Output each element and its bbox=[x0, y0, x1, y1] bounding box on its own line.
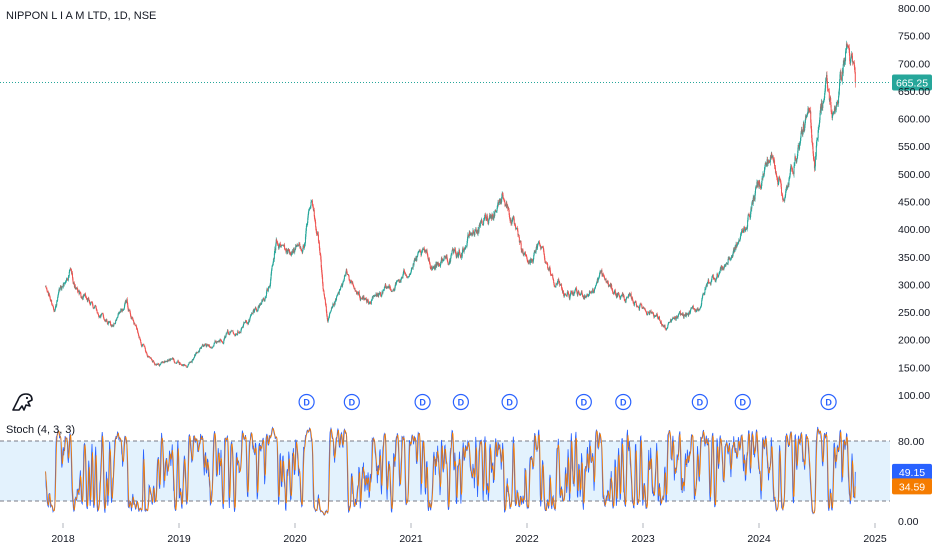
dividend-marker-icon[interactable]: D bbox=[453, 395, 468, 410]
x-tick-label: 2018 bbox=[51, 533, 75, 545]
stoch-y-tick-label: 0.00 bbox=[898, 516, 919, 528]
stoch-y-tick-label: 80.00 bbox=[898, 436, 924, 448]
candle bbox=[77, 287, 78, 294]
x-tick-label: 2023 bbox=[631, 533, 655, 545]
stoch-d-label: 34.59 bbox=[899, 481, 925, 493]
x-tick-label: 2024 bbox=[747, 533, 771, 545]
price-candles[interactable] bbox=[45, 41, 856, 368]
indicator-title[interactable]: Stoch (4, 3, 3) bbox=[6, 424, 75, 436]
x-tick-label: 2019 bbox=[167, 533, 191, 545]
y-tick-label: 100.00 bbox=[898, 390, 930, 402]
y-tick-label: 700.00 bbox=[898, 58, 930, 70]
last-price-line: 665.25 bbox=[0, 74, 932, 90]
dividend-marker-icon[interactable]: D bbox=[576, 395, 591, 410]
x-tick-label: 2021 bbox=[399, 533, 423, 545]
x-tick-label: 2022 bbox=[515, 533, 539, 545]
y-tick-label: 200.00 bbox=[898, 335, 930, 347]
y-tick-label: 550.00 bbox=[898, 141, 930, 153]
dividend-marker-icon[interactable]: D bbox=[502, 395, 517, 410]
dividend-marker-icon[interactable]: D bbox=[344, 395, 359, 410]
y-tick-label: 650.00 bbox=[898, 86, 930, 98]
stochastic-panel[interactable]: 0.00 80.00 49.15 34.59 bbox=[0, 427, 932, 528]
y-tick-label: 350.00 bbox=[898, 252, 930, 264]
dividend-marker-icon[interactable]: D bbox=[692, 395, 707, 410]
x-tick-label: 2025 bbox=[863, 533, 887, 545]
stoch-k-label: 49.15 bbox=[899, 467, 925, 479]
y-tick-label: 450.00 bbox=[898, 197, 930, 209]
y-tick-label: 250.00 bbox=[898, 307, 930, 319]
dividend-marker-icon[interactable]: D bbox=[415, 395, 430, 410]
candle bbox=[558, 278, 559, 285]
y-tick-label: 400.00 bbox=[898, 224, 930, 236]
y-tick-label: 600.00 bbox=[898, 114, 930, 126]
y-tick-label: 300.00 bbox=[898, 279, 930, 291]
y-tick-label: 500.00 bbox=[898, 169, 930, 181]
dividend-marker-icon[interactable]: D bbox=[299, 395, 314, 410]
dividend-marker-icon[interactable]: D bbox=[735, 395, 750, 410]
dino-logo-icon[interactable] bbox=[13, 394, 32, 410]
y-tick-label: 750.00 bbox=[898, 31, 930, 43]
y-tick-label: 800.00 bbox=[898, 3, 930, 15]
chart-title: NIPPON L I A M LTD, 1D, NSE bbox=[6, 10, 156, 22]
candle bbox=[294, 247, 295, 254]
dividend-marker-icon[interactable]: D bbox=[821, 395, 836, 410]
candle bbox=[779, 176, 780, 182]
x-tick-label: 2020 bbox=[283, 533, 307, 545]
dividend-marker-icon[interactable]: D bbox=[616, 395, 631, 410]
y-tick-label: 150.00 bbox=[898, 362, 930, 374]
